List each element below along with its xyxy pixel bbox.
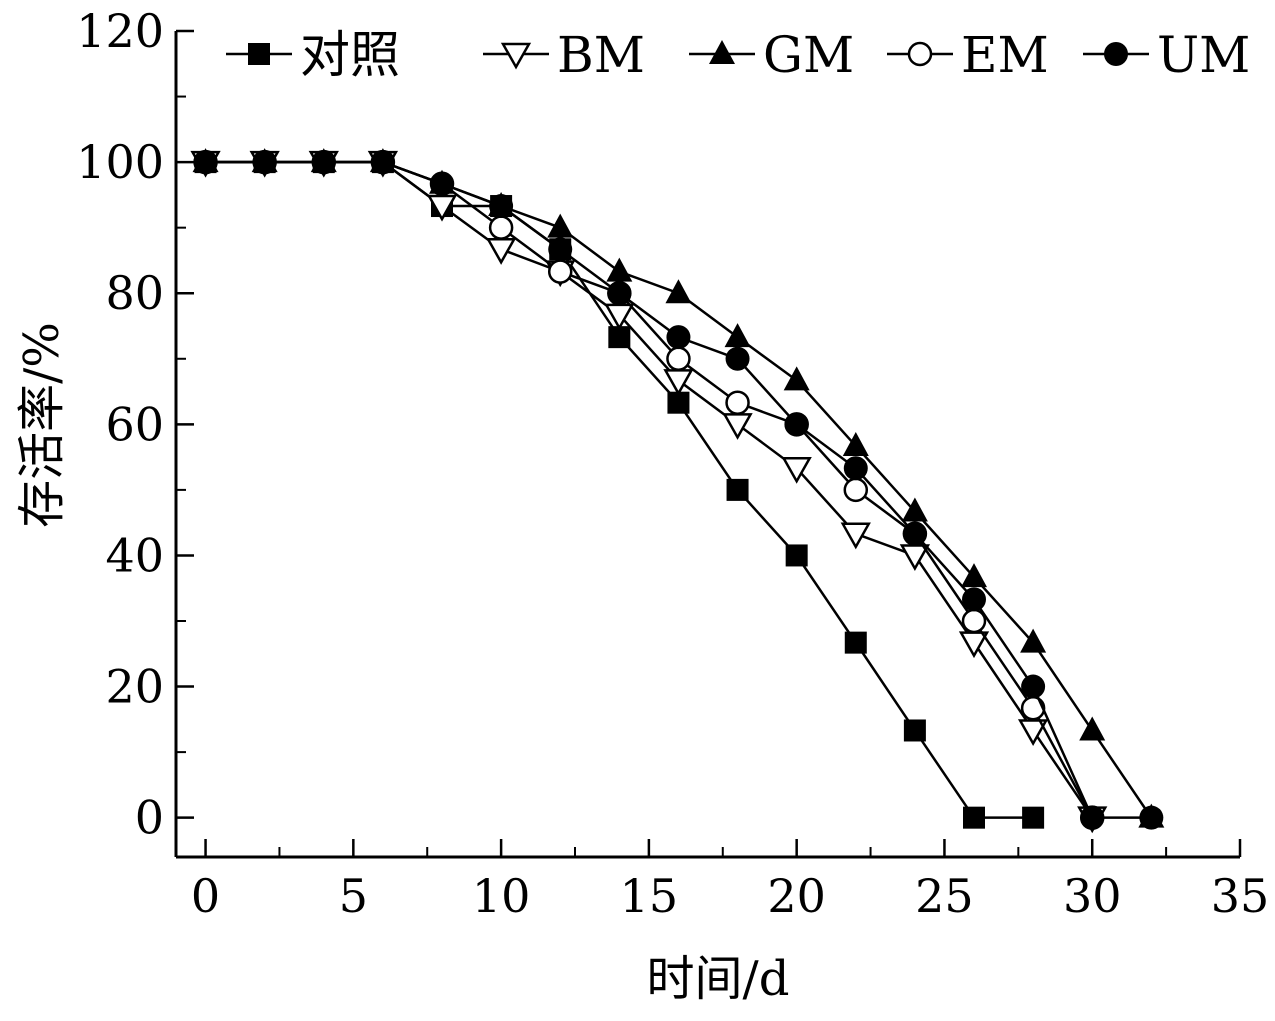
y-tick-label: 60 (105, 397, 164, 451)
series-3 (193, 149, 1105, 830)
y-tick-label: 120 (76, 4, 164, 58)
data-point (1020, 628, 1047, 653)
data-point (1080, 805, 1105, 830)
data-point (1139, 805, 1164, 830)
series-group (190, 148, 1165, 834)
y-tick-label: 0 (135, 791, 164, 845)
x-tick-label: 10 (472, 869, 531, 923)
legend-marker (500, 42, 532, 70)
data-point (663, 369, 694, 396)
data-point (1021, 674, 1046, 699)
data-point (785, 544, 808, 567)
data-point (488, 215, 514, 240)
x-tick-label: 35 (1211, 869, 1270, 923)
data-point (963, 806, 985, 829)
data-point (843, 477, 869, 503)
series-1 (190, 150, 1108, 834)
legend-label: UM (1157, 26, 1250, 84)
legend-marker (248, 43, 270, 65)
data-point (430, 171, 454, 196)
y-tick-label: 20 (105, 660, 164, 714)
legend-label: EM (961, 26, 1049, 84)
data-point (607, 281, 632, 306)
data-point (193, 150, 218, 175)
x-tick-label: 15 (620, 869, 679, 923)
series-line (205, 160, 1153, 819)
data-point (666, 325, 691, 350)
data-point (725, 390, 750, 415)
data-point (725, 346, 750, 371)
data-point (1079, 716, 1106, 741)
data-point (901, 497, 928, 522)
data-point (722, 413, 753, 440)
data-point (1022, 806, 1045, 829)
data-point (489, 194, 514, 219)
data-point (1020, 695, 1046, 721)
data-point (666, 346, 691, 372)
data-point (781, 457, 812, 484)
series-line (205, 160, 1094, 819)
data-point (667, 391, 690, 414)
x-tick-label: 25 (915, 869, 974, 923)
legend-label: BM (557, 26, 645, 84)
data-point (485, 238, 517, 265)
legend-marker (709, 40, 735, 64)
y-tick-label: 100 (76, 135, 164, 189)
legend: 对照 BM GM EM UM (226, 26, 1250, 84)
legend-entry-2: GM (689, 26, 854, 84)
data-point (784, 412, 809, 437)
data-point (962, 587, 986, 612)
data-point (726, 478, 749, 501)
data-point (548, 237, 573, 262)
axes: 0 5 10 15 20 25 30 35 0 20 40 60 80 100 120 (76, 4, 1269, 923)
series-4 (193, 150, 1164, 830)
x-tick-label: 0 (191, 869, 220, 923)
legend-entry-0: 对照 (226, 26, 400, 84)
x-tick-label: 20 (767, 869, 826, 923)
data-point (961, 563, 987, 588)
legend-label: 对照 (300, 26, 400, 84)
data-point (252, 150, 277, 175)
data-point (547, 213, 574, 238)
data-point (844, 631, 867, 654)
data-point (426, 194, 458, 222)
data-point (724, 323, 751, 348)
data-point (547, 259, 573, 284)
data-point (842, 431, 869, 456)
data-point (903, 719, 926, 742)
data-point (902, 521, 927, 546)
y-tick-label: 40 (105, 528, 164, 582)
series-line (205, 160, 1152, 819)
legend-entry-3: EM (887, 26, 1049, 84)
data-point (843, 456, 868, 481)
series-0 (194, 151, 1045, 829)
data-point (665, 279, 692, 304)
data-point (783, 366, 810, 391)
data-point (608, 326, 631, 349)
y-axis-title: 存活率/% (14, 322, 70, 528)
legend-entry-1: BM (483, 26, 645, 84)
data-point (370, 150, 395, 175)
legend-marker (907, 41, 933, 67)
data-point (961, 608, 987, 634)
series-2 (192, 148, 1165, 828)
x-axis-title: 时间/d (647, 951, 790, 1007)
legend-marker (1104, 42, 1128, 66)
x-tick-label: 30 (1063, 869, 1122, 923)
data-point (311, 150, 336, 175)
y-tick-label: 80 (105, 266, 164, 320)
legend-entry-4: UM (1083, 26, 1250, 84)
data-point (840, 522, 871, 550)
x-tick-label: 5 (339, 869, 368, 923)
series-line (205, 160, 1094, 819)
data-point (1017, 719, 1049, 747)
data-point (606, 257, 633, 282)
legend-label: GM (763, 26, 854, 84)
